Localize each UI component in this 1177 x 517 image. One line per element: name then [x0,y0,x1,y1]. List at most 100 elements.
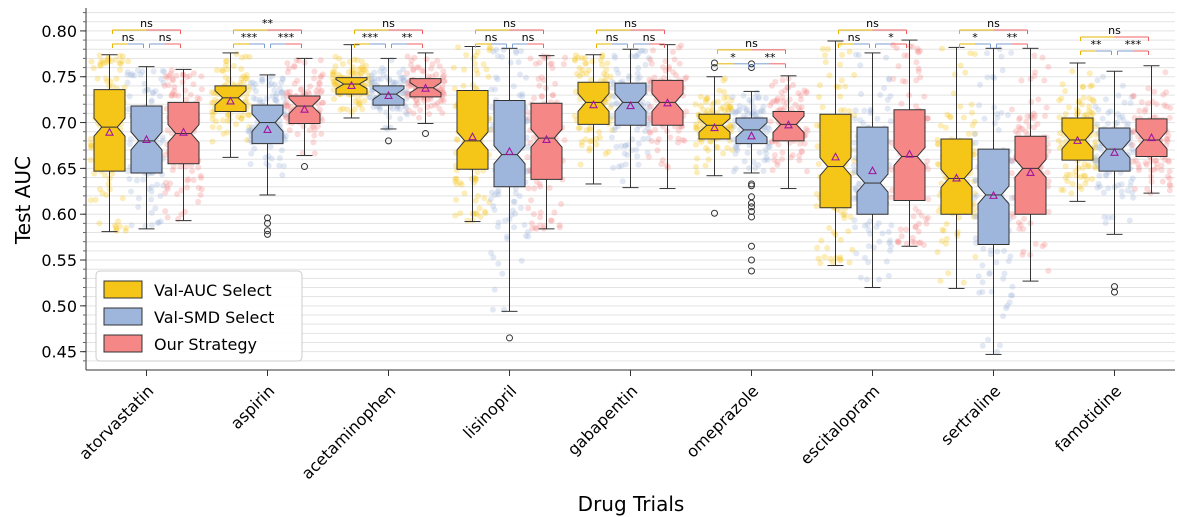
data-point [729,108,736,115]
box [130,105,163,174]
data-point [683,74,690,81]
data-point [331,81,338,88]
data-point [1153,101,1160,108]
outlier [1111,283,1118,291]
data-point [955,214,962,221]
data-point [88,142,95,149]
box [335,77,368,95]
data-point [142,222,149,229]
data-point [700,106,707,113]
outlier [264,219,271,227]
data-point [836,61,843,68]
data-point [1004,112,1011,119]
data-point [816,94,823,101]
data-point [1130,149,1137,156]
data-point [272,96,279,103]
data-point [720,150,727,157]
data-point [1065,104,1072,111]
outlier [711,209,718,217]
data-point [784,84,791,91]
data-point [1096,144,1103,151]
data-point [781,104,788,111]
data-point [634,76,641,83]
data-point [536,82,543,89]
data-point [368,75,375,82]
data-point [1092,103,1099,110]
data-point [757,108,764,115]
data-point [112,56,119,63]
data-point [474,169,481,176]
data-point [632,53,639,60]
data-point [795,90,802,97]
data-point [168,130,175,137]
data-point [91,170,98,177]
data-point [339,61,346,68]
data-point [178,211,185,218]
data-point [917,74,924,81]
data-point [242,53,249,60]
data-point [1092,158,1099,165]
data-point [890,75,897,82]
data-point [279,75,286,82]
data-point [727,104,734,111]
data-point [969,109,976,116]
data-point [318,130,325,137]
box [614,82,647,126]
data-point [457,210,464,217]
data-point [96,220,103,227]
y-tick-label: 0.65 [41,159,77,178]
data-point [702,162,709,169]
data-point [583,60,590,67]
data-point [582,136,589,143]
data-point [271,87,278,94]
box [940,138,973,215]
data-point [306,127,313,134]
data-point [162,208,169,215]
data-point [510,83,517,90]
data-point [945,270,952,277]
data-point [209,112,216,119]
data-point [470,81,477,88]
data-point [123,224,130,231]
data-point [659,157,666,164]
data-point [154,219,161,226]
data-point [1082,111,1089,118]
mean-marker [226,96,235,105]
data-point [464,217,471,224]
outlier [748,213,755,221]
data-point [330,71,337,78]
data-point [252,88,259,95]
data-point [1042,112,1049,119]
data-point [635,65,642,72]
data-point [1083,176,1090,183]
data-point [608,101,615,108]
data-point [330,78,337,85]
data-point [704,95,711,102]
data-point [692,125,699,132]
data-point [242,97,249,104]
data-point [702,98,709,105]
data-point [463,52,470,59]
data-point [775,141,782,148]
data-point [676,60,683,67]
data-point [495,219,502,226]
data-point [196,95,203,102]
data-point [1128,141,1135,148]
data-point [489,306,496,313]
data-point [1103,172,1110,179]
data-point [839,51,846,58]
data-point [452,175,459,182]
data-point [861,107,868,114]
data-point [946,113,953,120]
data-point [1101,213,1108,220]
data-point [316,106,323,113]
data-point [602,99,609,106]
data-point [767,102,774,109]
box [493,100,526,188]
data-point [124,71,131,78]
data-point [666,63,673,70]
data-point [1088,109,1095,116]
data-point [1163,136,1170,143]
data-point [887,247,894,254]
data-point [486,44,493,51]
